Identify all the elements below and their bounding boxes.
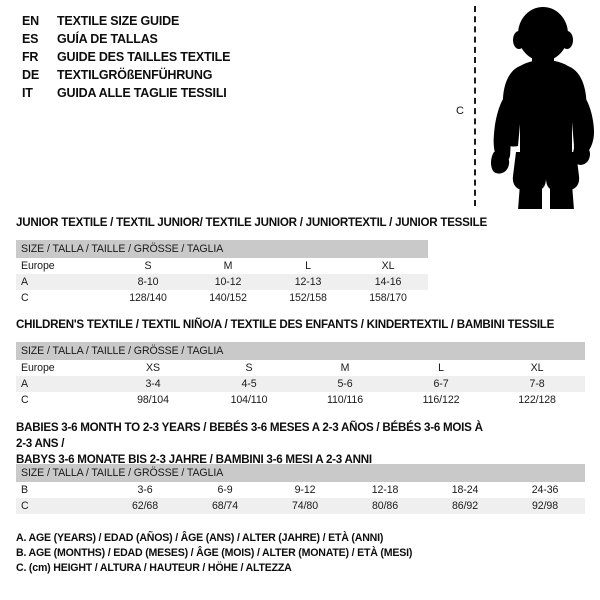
section-title-babies-line2: BABYS 3-6 MONATE BIS 2-3 JAHRE / BAMBINI… [16,453,372,466]
language-row-fr: FR GUIDE DES TAILLES TEXTILE [22,48,442,66]
row-label: Europe [16,258,108,274]
table-row: Europe XS S M L XL [16,360,586,376]
language-header-block: EN TEXTILE SIZE GUIDE ES GUÍA DE TALLAS … [22,12,442,102]
cell: 6-9 [185,482,265,498]
table-row: C 128/140 140/152 152/158 158/170 [16,290,429,306]
language-row-it: IT GUIDA ALLE TAGLIE TESSILI [22,84,442,102]
toddler-silhouette-icon [491,7,594,209]
table-band-row: SIZE / TALLA / TAILLE / GRÖSSE / TAGLIA [16,240,429,258]
language-text-it: GUIDA ALLE TAGLIE TESSILI [57,86,227,100]
cell: 74/80 [265,498,345,514]
height-measure-label: C [456,105,464,117]
table-row: A 3-4 4-5 5-6 6-7 7-8 [16,376,586,392]
row-label: A [16,274,108,290]
junior-band-label: SIZE / TALLA / TAILLE / GRÖSSE / TAGLIA [16,240,429,258]
row-label: B [16,482,105,498]
cell: M [188,258,268,274]
cell: 128/140 [108,290,188,306]
cell: 8-10 [108,274,188,290]
section-title-babies-line1: BABIES 3-6 MONTH TO 2-3 YEARS / BEBÉS 3-… [16,421,483,450]
cell: 86/92 [425,498,505,514]
language-text-en: TEXTILE SIZE GUIDE [57,14,180,28]
section-title-junior: JUNIOR TEXTILE / TEXTIL JUNIOR/ TEXTILE … [16,216,487,229]
children-band-label: SIZE / TALLA / TAILLE / GRÖSSE / TAGLIA [16,342,586,360]
row-label: Europe [16,360,105,376]
language-text-es: GUÍA DE TALLAS [57,32,158,46]
language-code-es: ES [22,32,39,46]
language-code-fr: FR [22,50,39,64]
language-code-it: IT [22,86,33,100]
legend-block: A. AGE (YEARS) / EDAD (AÑOS) / ÂGE (ANS)… [16,531,436,576]
cell: 12-18 [345,482,425,498]
language-code-de: DE [22,68,39,82]
cell: 6-7 [393,376,489,392]
language-row-de: DE TEXTILGRÖßENFÜHRUNG [22,66,442,84]
table-row: Europe S M L XL [16,258,429,274]
cell: 10-12 [188,274,268,290]
row-label: C [16,392,105,408]
language-text-de: TEXTILGRÖßENFÜHRUNG [57,68,213,82]
babies-size-table: SIZE / TALLA / TAILLE / GRÖSSE / TAGLIA … [16,464,586,514]
table-band-row: SIZE / TALLA / TAILLE / GRÖSSE / TAGLIA [16,464,586,482]
cell: 92/98 [505,498,586,514]
cell: 152/158 [268,290,348,306]
cell: 3-4 [105,376,201,392]
babies-band-label: SIZE / TALLA / TAILLE / GRÖSSE / TAGLIA [16,464,586,482]
cell: 110/116 [297,392,393,408]
cell: XS [105,360,201,376]
cell: 122/128 [489,392,586,408]
cell: 12-13 [268,274,348,290]
cell: 14-16 [348,274,429,290]
cell: 7-8 [489,376,586,392]
cell: 62/68 [105,498,185,514]
junior-size-table: SIZE / TALLA / TAILLE / GRÖSSE / TAGLIA … [16,240,429,306]
cell: XL [489,360,586,376]
table-row: B 3-6 6-9 9-12 12-18 18-24 24-36 [16,482,586,498]
cell: 116/122 [393,392,489,408]
language-row-es: ES GUÍA DE TALLAS [22,30,442,48]
cell: 98/104 [105,392,201,408]
cell: 5-6 [297,376,393,392]
legend-row-b: B. AGE (MONTHS) / EDAD (MESES) / ÂGE (MO… [16,547,413,559]
row-label: C [16,498,105,514]
section-title-children: CHILDREN'S TEXTILE / TEXTIL NIÑO/A / TEX… [16,318,555,331]
cell: 140/152 [188,290,268,306]
cell: XL [348,258,429,274]
cell: 4-5 [201,376,297,392]
cell: L [268,258,348,274]
row-label: C [16,290,108,306]
cell: L [393,360,489,376]
cell: S [201,360,297,376]
language-text-fr: GUIDE DES TAILLES TEXTILE [57,50,231,64]
language-row-en: EN TEXTILE SIZE GUIDE [22,12,442,30]
language-code-en: EN [22,14,39,28]
cell: 18-24 [425,482,505,498]
cell: 68/74 [185,498,265,514]
height-illustration: C [450,0,600,212]
cell: 80/86 [345,498,425,514]
cell: M [297,360,393,376]
children-size-table: SIZE / TALLA / TAILLE / GRÖSSE / TAGLIA … [16,342,586,408]
row-label: A [16,376,105,392]
table-row: C 98/104 104/110 110/116 116/122 122/128 [16,392,586,408]
cell: 158/170 [348,290,429,306]
section-title-babies: BABIES 3-6 MONTH TO 2-3 YEARS / BEBÉS 3-… [16,420,486,468]
legend-row-c: C. (cm) HEIGHT / ALTURA / HAUTEUR / HÖHE… [16,562,292,574]
cell: 24-36 [505,482,586,498]
height-dashed-line [474,6,476,206]
cell: 3-6 [105,482,185,498]
table-row: A 8-10 10-12 12-13 14-16 [16,274,429,290]
cell: 104/110 [201,392,297,408]
table-row: C 62/68 68/74 74/80 80/86 86/92 92/98 [16,498,586,514]
cell: S [108,258,188,274]
legend-row-a: A. AGE (YEARS) / EDAD (AÑOS) / ÂGE (ANS)… [16,532,384,544]
cell: 9-12 [265,482,345,498]
table-band-row: SIZE / TALLA / TAILLE / GRÖSSE / TAGLIA [16,342,586,360]
